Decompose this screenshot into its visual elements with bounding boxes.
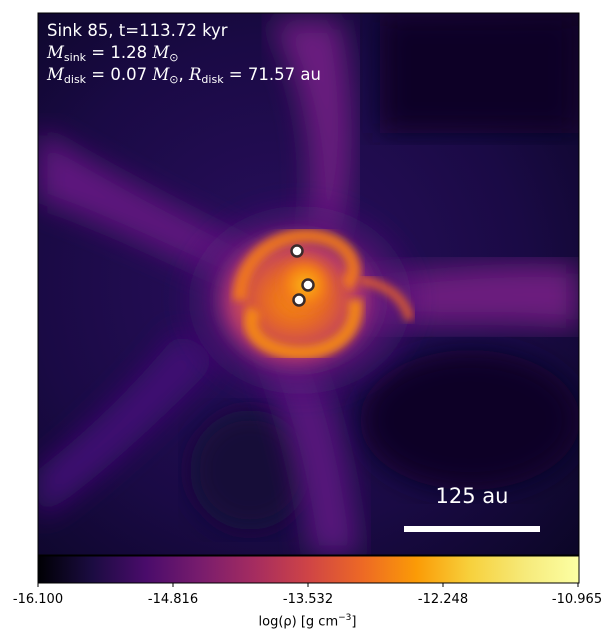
colorbar-label-prefix: log(ρ) [g cm	[258, 614, 339, 630]
sink-marker	[292, 293, 306, 307]
colorbar-tick-label: -10.965	[551, 592, 603, 607]
scale-bar	[404, 526, 540, 532]
m-sink-subscript: sink	[63, 51, 87, 64]
m-sun-symbol: M	[152, 43, 170, 62]
m-sink-symbol: M	[47, 43, 64, 62]
colorbar-tick-label: -14.816	[147, 592, 199, 607]
colorbar-label-suffix: ]	[351, 614, 357, 630]
colorbar-tick-label: -13.532	[282, 592, 334, 607]
annotation-disk: Mdisk = 0.07 M⊙, Rdisk = 71.57 au	[47, 65, 321, 86]
scale-bar-label: 125 au	[435, 484, 509, 508]
annotation-sink-mass: Msink = 1.28 M⊙	[47, 43, 179, 64]
colorbar-label: log(ρ) [g cm−3]	[0, 613, 615, 629]
annotation-comma: ,	[178, 65, 189, 84]
density-map	[38, 13, 579, 555]
colorbar-label-exponent: −3	[338, 613, 352, 623]
r-disk-value: = 71.57 au	[223, 65, 321, 84]
m-sun-subscript-2: ⊙	[169, 73, 179, 86]
m-sun-symbol-2: M	[152, 65, 170, 84]
r-disk-subscript: disk	[201, 73, 224, 86]
sink-marker	[301, 278, 315, 292]
sink-marker	[290, 244, 304, 258]
colorbar-tick-label: -16.100	[12, 592, 64, 607]
colorbar-ticks	[37, 583, 579, 587]
m-sun-subscript: ⊙	[169, 51, 179, 64]
m-sink-value: = 1.28	[86, 43, 153, 62]
m-disk-subscript: disk	[63, 73, 87, 86]
colorbar	[37, 555, 580, 584]
r-disk-symbol: R	[188, 65, 202, 84]
annotation-title: Sink 85, t=113.72 kyr	[47, 21, 228, 40]
colorbar-tick-label: -12.248	[417, 592, 469, 607]
m-disk-value: = 0.07	[86, 65, 153, 84]
m-disk-symbol: M	[47, 65, 64, 84]
